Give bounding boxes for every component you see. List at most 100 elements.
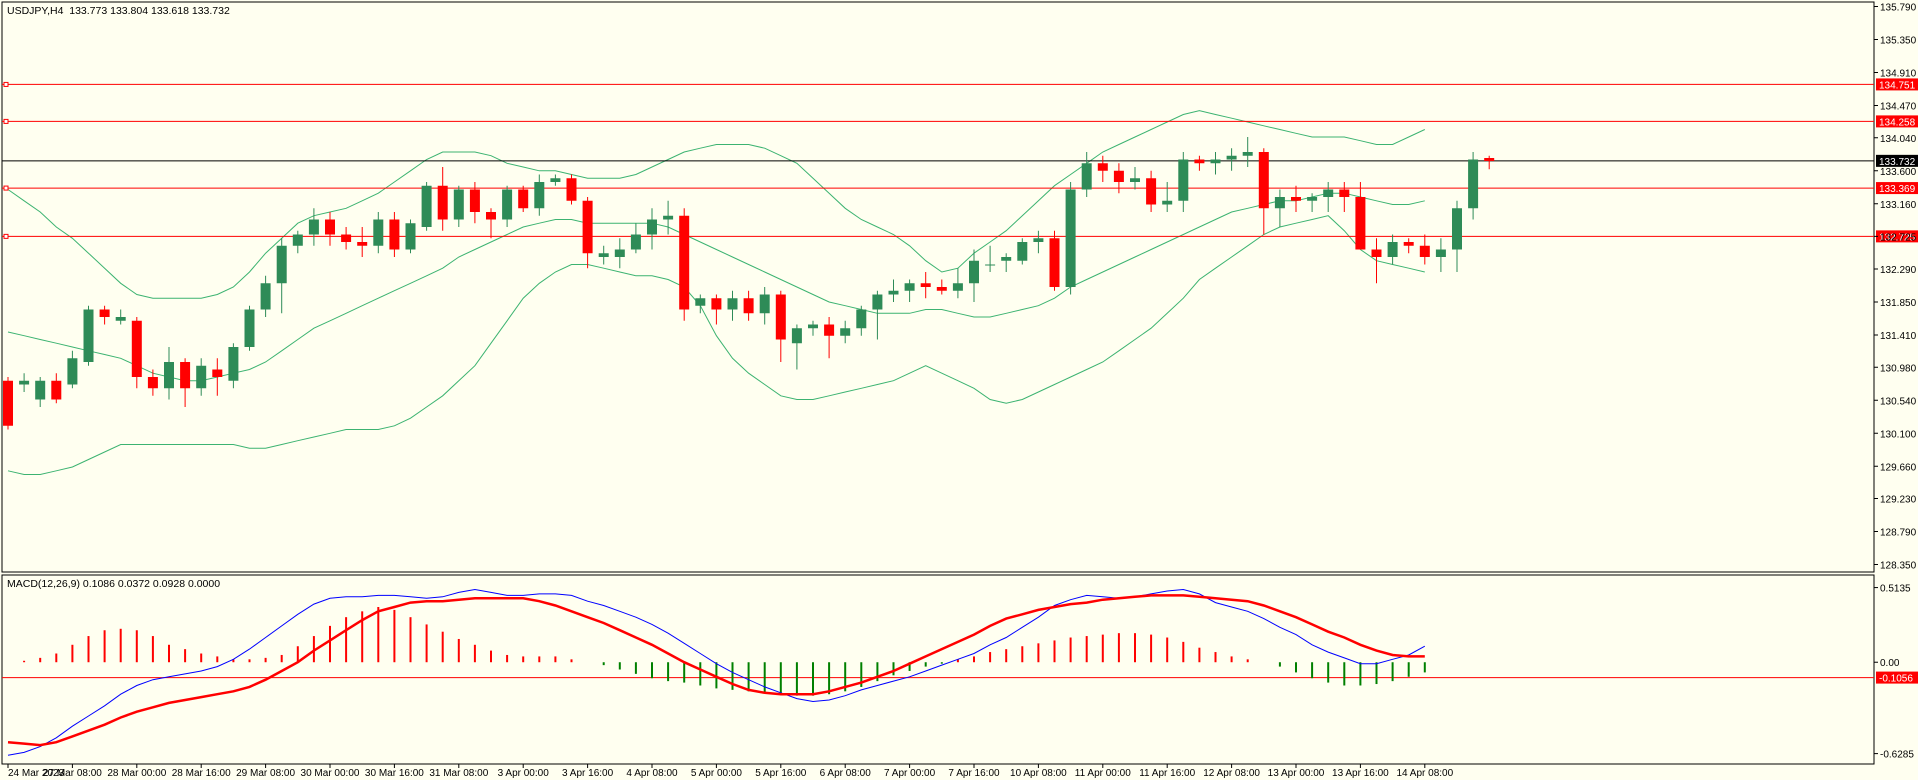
time-tick-label: 5 Apr 00:00 — [691, 768, 743, 779]
candle-bull — [791, 328, 802, 344]
price-tick-label: 131.850 — [1880, 298, 1917, 309]
candle-bear — [1403, 242, 1414, 246]
candle-bull — [308, 219, 319, 235]
candle-bull — [83, 309, 94, 362]
level-price-label: 134.258 — [1879, 117, 1916, 128]
candle-bull — [534, 182, 545, 209]
current-price-tag — [1876, 154, 1918, 167]
candle-bull — [1468, 159, 1479, 209]
level-anchor-marker — [3, 233, 9, 239]
macd-tick-label: 0.00 — [1880, 658, 1900, 669]
candle-bull — [759, 294, 770, 314]
level-anchor-marker — [3, 185, 9, 191]
candle-bull — [260, 283, 271, 310]
time-tick-label: 31 Mar 08:00 — [429, 768, 488, 779]
current-price-label: 133.732 — [1879, 157, 1916, 168]
macd-level-label: -0.1056 — [1879, 674, 1913, 685]
macd-line — [7, 588, 1426, 756]
candle-bear — [1355, 197, 1366, 250]
candle-bear — [920, 283, 931, 287]
candle-bull — [872, 294, 883, 310]
level-price-label: 134.751 — [1879, 80, 1916, 91]
candle-bull — [1387, 242, 1398, 257]
candle-bull — [1242, 152, 1253, 156]
candle-bear — [1258, 152, 1269, 209]
price-tick-label: 134.470 — [1880, 102, 1917, 113]
candle-bear — [566, 178, 577, 201]
price-tick-label: 135.790 — [1880, 3, 1917, 14]
level-price-tag — [1876, 115, 1918, 128]
candle-bull — [19, 380, 30, 385]
candle-bull — [453, 189, 464, 220]
candle-bull — [1001, 257, 1012, 261]
candle-bear — [1097, 163, 1108, 171]
candle-bear — [341, 234, 352, 242]
time-tick-label: 4 Apr 08:00 — [626, 768, 678, 779]
price-tick-label: 128.790 — [1880, 528, 1917, 539]
candle-bull — [856, 309, 867, 329]
price-tick-label: 132.725 — [1880, 232, 1917, 243]
time-tick-label: 3 Apr 16:00 — [562, 768, 614, 779]
level-anchor-marker — [3, 118, 9, 124]
level-price-label: 132.725 — [1879, 232, 1916, 243]
candle-bull — [1162, 200, 1173, 205]
price-pane[interactable] — [2, 81, 1874, 475]
candle-bull — [1065, 189, 1076, 287]
candle-bear — [486, 212, 496, 220]
time-tick-label: 30 Mar 00:00 — [301, 768, 360, 779]
candle-bear — [775, 294, 786, 340]
candle-bull — [1323, 189, 1334, 197]
price-tick-label: 130.100 — [1880, 429, 1917, 440]
candle-bear — [1419, 245, 1430, 257]
price-tick-label: 133.160 — [1880, 200, 1917, 211]
time-tick-label: 11 Apr 00:00 — [1075, 768, 1131, 779]
candle-bull — [888, 290, 899, 295]
candle-bear — [437, 185, 448, 220]
bollinger-upper-line — [7, 110, 1426, 299]
candle-bull — [904, 283, 915, 291]
candle-bull — [1226, 155, 1237, 160]
candle-bull — [1452, 208, 1462, 250]
candle-bull — [1274, 197, 1285, 209]
candle-bear — [3, 380, 13, 426]
price-tick-label: 134.040 — [1880, 134, 1917, 145]
candle-bull — [1210, 159, 1221, 164]
candle-bull — [614, 249, 625, 257]
candle-bull — [1307, 197, 1318, 201]
macd-level-tag — [1876, 671, 1918, 684]
candle-bear — [1049, 238, 1060, 287]
candle-bull — [647, 219, 657, 235]
candle-bear — [711, 298, 722, 310]
candle-bull — [952, 283, 963, 291]
time-tick-label: 14 Apr 08:00 — [1396, 768, 1453, 779]
price-axis: 134.751 134.258 133.369 132.725 133.732 135.7… — [1874, 3, 1918, 761]
time-tick-label: 29 Mar 08:00 — [236, 768, 295, 779]
macd-pane-frame — [1, 574, 1875, 765]
candle-bear — [824, 324, 835, 336]
candle-bull — [276, 245, 287, 284]
candle-bull — [1017, 242, 1028, 261]
candle-bear — [582, 200, 593, 254]
macd-pane[interactable] — [2, 588, 1874, 756]
candle-bear — [469, 189, 480, 212]
candle-bear — [743, 298, 754, 314]
symbol-info-label: USDJPY,H4 133.773 133.804 133.618 133.73… — [7, 5, 230, 17]
price-tick-label: 133.600 — [1880, 167, 1917, 178]
signal-line — [7, 594, 1425, 747]
time-tick-label: 28 Mar 16:00 — [172, 768, 231, 779]
candle-bear — [325, 219, 335, 235]
candle-bull — [630, 234, 641, 250]
time-tick-label: 27 Mar 08:00 — [43, 768, 102, 779]
candle-bull — [164, 362, 174, 389]
time-tick-label: 12 Apr 08:00 — [1203, 768, 1260, 779]
candle-bear — [147, 377, 158, 389]
price-tick-label: 134.910 — [1880, 69, 1917, 80]
candle-bull — [292, 234, 303, 246]
bollinger-lower-line — [7, 215, 1425, 475]
level-anchor-marker — [3, 81, 9, 87]
candle-bear — [1146, 178, 1157, 205]
candle-bull — [405, 223, 416, 250]
